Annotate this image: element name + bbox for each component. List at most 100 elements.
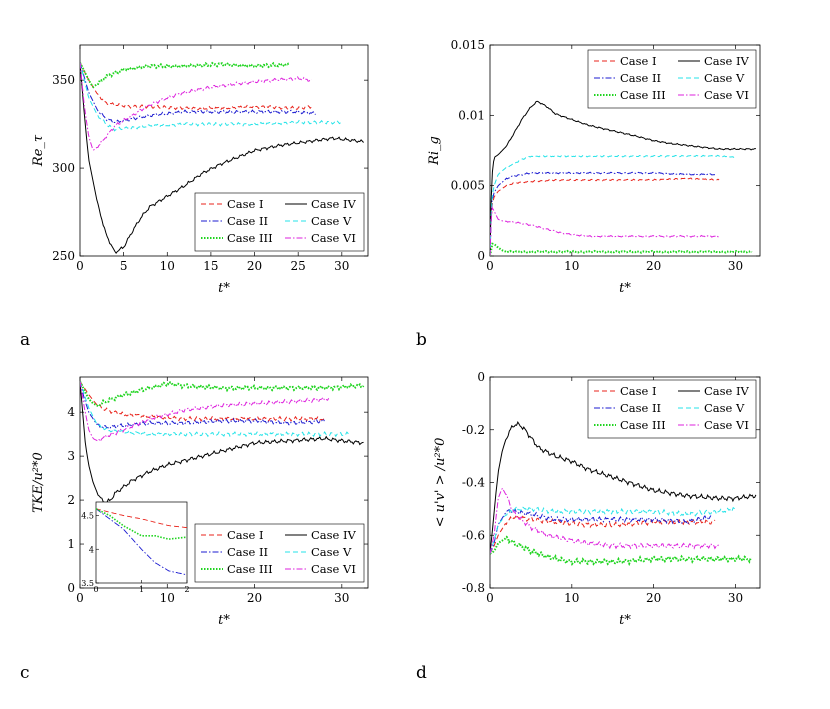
series-line-case-v [490,505,736,554]
legend-box [194,523,365,583]
x-tick-label: 20 [646,591,661,605]
chart-panel-d: 0 10 20 30 -0.8 -0.6 -0.4 -0.2 0 t* < u'v' > /u²*0… [433,370,761,628]
legend-entry: Case VI [311,562,356,576]
legend-entry: Case V [704,401,745,415]
y-axis-label: < u'v' > /u²*0 [433,438,448,528]
x-tick-label: 0 [76,591,84,605]
legend: Case I Case IV Case II Case V Case III Case V… [587,49,757,109]
plot-area-frame [79,376,369,589]
legend: Case I Case IV Case II Case V Case III Case V… [587,379,757,439]
plot-area-frame [79,44,369,257]
x-tick-label: 0 [76,259,84,273]
series-line-case-iii [80,61,290,89]
series-line-case-iii [80,380,365,408]
x-tick-label: 30 [334,591,349,605]
panel-label-d: d [416,663,427,683]
x-tick-label: 0 [486,259,494,273]
y-axis-label: Re_τ [31,134,46,167]
series-line-case-ii [80,381,325,430]
x-tick-label: 5 [120,259,128,273]
legend: Case I Case IV Case II Case V Case III Case V… [194,523,365,583]
legend-entry: Case III [620,88,666,102]
legend-entry: Case II [620,71,661,85]
x-axis-label: t* [619,281,631,296]
series-line-case-iv [490,100,756,256]
chart-panel-a: 0 5 10 15 20 25 30 250 300 350 t* Re_τ Case I Case IV… [31,44,369,296]
y-tick-label: 0.005 [451,179,485,193]
x-axis-label: t* [619,613,631,628]
legend-box [194,192,365,252]
series-line-case-vi [80,381,330,443]
legend-box [587,379,757,439]
legend-entry: Case III [620,418,666,432]
y-tick-label: 0 [477,249,485,263]
y-tick-label: -0.8 [462,581,485,595]
series-line-case-vi [80,62,312,151]
y-tick-label: 350 [52,73,75,87]
y-tick-label: 1 [67,537,75,551]
series-line-case-iv [80,381,364,504]
y-tick-label: 0.01 [458,108,485,122]
series-line-case-v [80,62,343,132]
y-tick-label: 0.015 [451,38,485,52]
legend-entry: Case II [227,214,268,228]
legend-entry: Case I [620,384,657,398]
legend-entry: Case II [227,545,268,559]
legend: Case I Case IV Case II Case V Case III Case V… [194,192,365,252]
x-axis-label: t* [218,613,230,628]
y-tick-label: -0.6 [462,528,485,542]
y-tick-label: -0.4 [462,476,486,490]
series-line-case-iii [490,535,753,567]
legend-entry: Case IV [704,54,750,68]
series-line-case-i [490,177,720,256]
inset-x-tick-label: 0 [93,585,98,594]
series-line-case-ii [490,171,716,256]
legend-entry: Case I [620,54,657,68]
x-tick-label: 30 [728,259,743,273]
series-line-case-vi [490,487,720,554]
series-line-case-ii [490,507,712,554]
legend-entry: Case III [227,231,273,245]
series-line-case-ii [80,62,316,124]
legend-entry: Case VI [311,231,356,245]
y-tick-label: 300 [52,161,75,175]
panel-label-b: b [416,330,427,350]
inset-y-tick-label: 3.5 [81,579,94,588]
legend-entry: Case V [311,214,352,228]
legend-entry: Case I [227,197,264,211]
x-tick-label: 20 [247,591,262,605]
inset-chart: 0 1 2 3.5 4 4.5 [81,501,190,594]
plot-area-frame [489,44,761,257]
legend-box [587,49,757,109]
y-tick-label: 4 [67,405,75,419]
series-line-case-i [80,62,312,111]
legend-entry: Case IV [704,384,750,398]
series-line-case-i [80,381,325,422]
x-tick-label: 20 [247,259,262,273]
legend-entry: Case I [227,528,264,542]
y-axis-label: TKE/u²*0 [31,452,46,513]
x-tick-label: 20 [646,259,661,273]
inset-series-line-case-ii [95,508,188,576]
inset-y-tick-label: 4.5 [81,512,94,521]
x-tick-label: 10 [564,591,579,605]
x-tick-label: 30 [334,259,349,273]
series-line-case-iv [490,420,757,554]
legend-entry: Case V [704,71,745,85]
y-tick-label: 3 [67,449,75,463]
y-tick-label: 0 [477,370,485,384]
legend-entry: Case VI [704,88,749,102]
x-tick-label: 0 [486,591,494,605]
x-tick-label: 25 [291,259,306,273]
x-tick-label: 30 [728,591,743,605]
series-line-case-v [80,381,351,438]
legend-entry: Case II [620,401,661,415]
legend-entry: Case IV [311,197,357,211]
panel-label-c: c [20,663,30,683]
x-axis-label: t* [218,281,230,296]
inset-x-tick-label: 2 [184,585,189,594]
legend-entry: Case III [227,562,273,576]
y-tick-label: -0.2 [462,423,485,437]
